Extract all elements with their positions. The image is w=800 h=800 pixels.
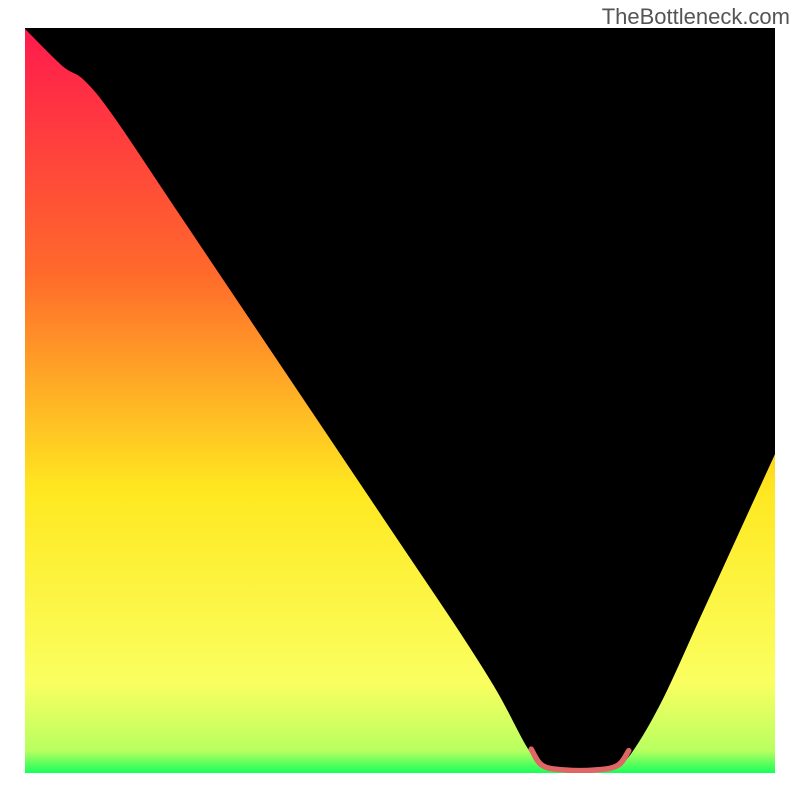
optimum-range-marker	[531, 749, 629, 770]
chart-frame: TheBottleneck.com	[0, 0, 800, 800]
gradient-fill	[25, 28, 775, 773]
watermark-text: TheBottleneck.com	[602, 4, 790, 30]
bottleneck-curve-plot	[25, 28, 775, 773]
